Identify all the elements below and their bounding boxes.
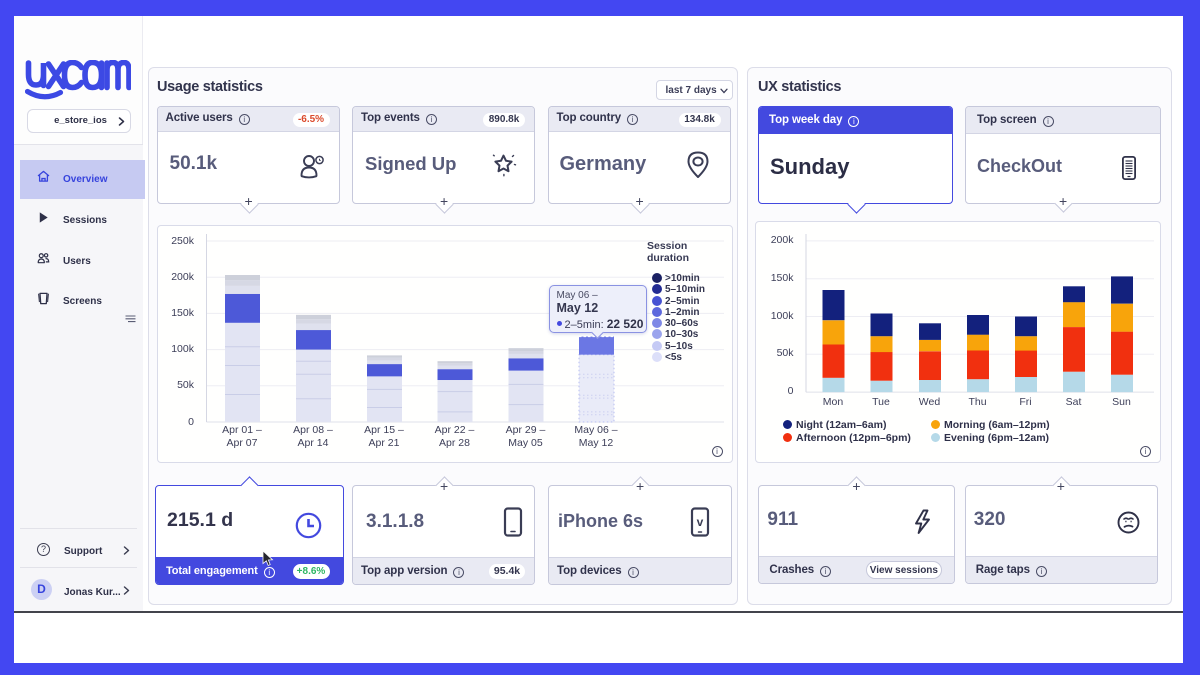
svg-text:v: v — [697, 515, 704, 529]
